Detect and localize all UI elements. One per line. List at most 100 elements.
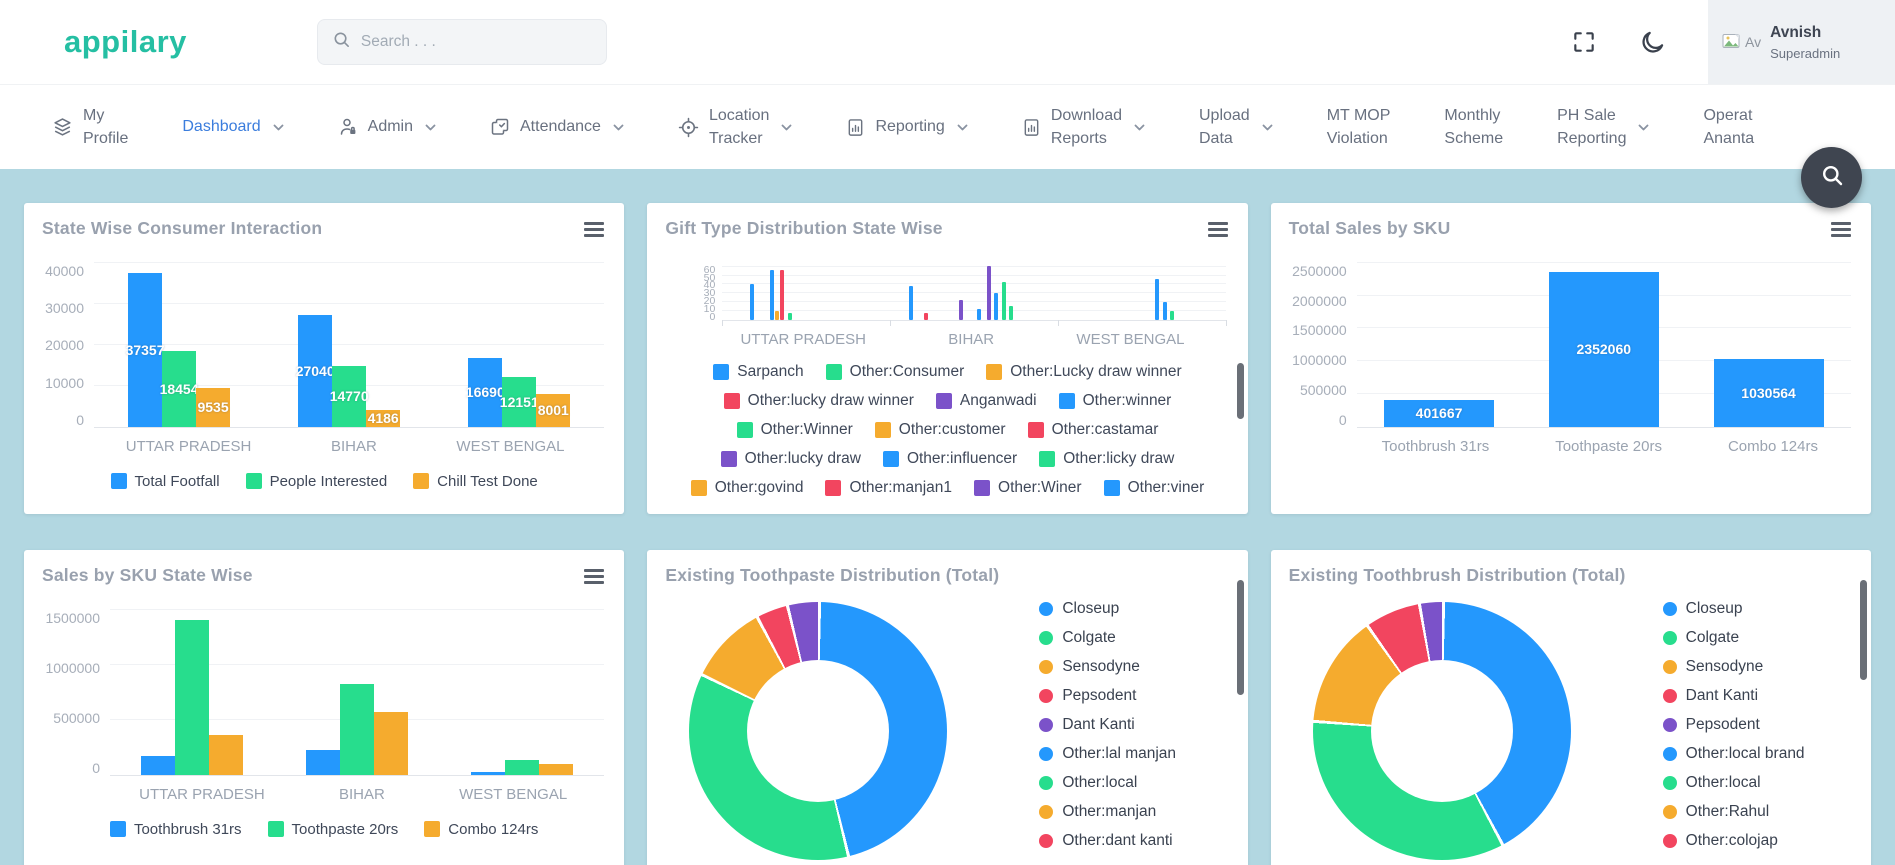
fullscreen-icon[interactable] bbox=[1571, 29, 1597, 55]
y-tick-label: 0 bbox=[76, 411, 84, 428]
nav-item-my-profile[interactable]: My Profile bbox=[52, 104, 128, 150]
legend-label: Other:influencer bbox=[906, 449, 1018, 467]
legend-item-other-local-brand[interactable]: Other:local brand bbox=[1662, 745, 1805, 763]
legend-swatch bbox=[882, 450, 899, 467]
legend-swatch bbox=[1662, 834, 1677, 848]
legend-item-toothpaste-20rs[interactable]: Toothpaste 20rs bbox=[267, 821, 398, 838]
legend-item-other-castamar[interactable]: Other:castamar bbox=[1027, 421, 1158, 439]
legend-item-colgate[interactable]: Colgate bbox=[1662, 629, 1805, 647]
nav-item-dashboard[interactable]: Dashboard bbox=[182, 115, 284, 138]
legend-label: Other:dant kanti bbox=[1062, 832, 1173, 849]
legend-label: Other:viner bbox=[1127, 478, 1205, 496]
legend-label: Closeup bbox=[1062, 600, 1120, 617]
nav-item-upload-data[interactable]: Upload Data bbox=[1199, 104, 1273, 150]
nav-item-reporting[interactable]: Reporting bbox=[846, 115, 968, 138]
legend-item-other-winner[interactable]: Other:winner bbox=[1058, 392, 1171, 410]
legend-row: Sarpanch Other:Consumer Other:Lucky draw w… bbox=[713, 362, 1182, 381]
crosshair-icon bbox=[678, 117, 699, 138]
bar-chill-test-done-bihar: 4186 bbox=[366, 409, 401, 427]
legend-item-other-manjan[interactable]: Other:manjan bbox=[1039, 803, 1176, 821]
legend-item-other-winer[interactable]: Other:Winer bbox=[974, 479, 1082, 497]
nav-item-admin[interactable]: Admin bbox=[338, 115, 436, 138]
floating-search-button[interactable] bbox=[1801, 147, 1862, 208]
legend-item-other-lucky-draw-winner[interactable]: Other:lucky draw winner bbox=[723, 392, 914, 410]
card-menu-icon[interactable] bbox=[582, 218, 606, 241]
legend-item-toothbrush-31rs[interactable]: Toothbrush 31rs bbox=[109, 821, 242, 838]
legend-item-other-customer[interactable]: Other:customer bbox=[874, 421, 1006, 439]
y-tick-label: 60 bbox=[703, 263, 716, 276]
nav-item-download-reports[interactable]: Download Reports bbox=[1022, 104, 1145, 150]
mini-bar bbox=[908, 285, 913, 320]
legend-item-other-manjan1[interactable]: Other:manjan1 bbox=[825, 479, 952, 497]
card-menu-icon[interactable] bbox=[1829, 218, 1853, 241]
legend-item-other-winner[interactable]: Other:Winner bbox=[736, 421, 853, 439]
card-menu-icon[interactable] bbox=[582, 565, 606, 588]
legend-swatch bbox=[109, 821, 126, 838]
axis-tick bbox=[890, 319, 892, 326]
legend-label: Pepsodent bbox=[1062, 687, 1137, 704]
legend-item-other-consumer[interactable]: Other:Consumer bbox=[825, 363, 964, 381]
gridline bbox=[110, 663, 605, 665]
nav-item-ph-sale-reporting[interactable]: PH Sale Reporting bbox=[1557, 104, 1649, 150]
legend-item-sensodyne[interactable]: Sensodyne bbox=[1039, 658, 1176, 676]
y-tick-label: 10 bbox=[703, 302, 716, 315]
legend-item-other-viner[interactable]: Other:viner bbox=[1103, 478, 1205, 497]
search-input[interactable] bbox=[360, 33, 592, 51]
legend-row: Other:lucky draw winner Anganwadi Other:wi… bbox=[723, 392, 1171, 410]
mini-bar bbox=[1162, 301, 1167, 320]
legend-item-dant-kanti[interactable]: Dant Kanti bbox=[1039, 716, 1176, 734]
legend-item-colgate[interactable]: Colgate bbox=[1039, 629, 1176, 647]
bar-total-footfall-bihar: 27040 bbox=[296, 314, 335, 427]
legend-item-other-licky-draw[interactable]: Other:licky draw bbox=[1039, 450, 1174, 468]
scrollbar-thumb[interactable] bbox=[1236, 580, 1244, 695]
legend-item-other-local[interactable]: Other:local bbox=[1039, 774, 1176, 792]
legend-item-dant-kanti[interactable]: Dant Kanti bbox=[1662, 687, 1805, 705]
nav-item-location-tracker[interactable]: Location Tracker bbox=[678, 104, 793, 150]
chart-legend: Toothbrush 31rs Toothpaste 20rs Combo 124r… bbox=[24, 803, 624, 838]
legend-item-closeup[interactable]: Closeup bbox=[1039, 600, 1176, 618]
chart-legend: Total Footfall People Interested Chill Tes… bbox=[24, 455, 624, 490]
legend-item-other-rahul[interactable]: Other:Rahul bbox=[1662, 803, 1805, 821]
nav-item-attendance[interactable]: Attendance bbox=[490, 115, 624, 138]
card-menu-icon[interactable] bbox=[1206, 218, 1230, 241]
legend-item-closeup[interactable]: Closeup bbox=[1662, 600, 1805, 618]
legend-item-sensodyne[interactable]: Sensodyne bbox=[1662, 658, 1805, 676]
nav-item-operat-ananta[interactable]: Operat Ananta bbox=[1703, 104, 1754, 150]
card-body: 40000 30000 20000 10000 0 37357 18454 9535 27040… bbox=[24, 241, 624, 490]
bar-value-label: 12151 bbox=[499, 393, 539, 410]
legend-item-other-lal-manjan[interactable]: Other:lal manjan bbox=[1039, 745, 1176, 763]
legend-item-pepsodent[interactable]: Pepsodent bbox=[1662, 716, 1805, 734]
legend-item-other-dant-kanti[interactable]: Other:dant kanti bbox=[1039, 832, 1176, 850]
legend-item-other-colojap[interactable]: Other:colojap bbox=[1662, 832, 1805, 850]
nav-item-monthly-scheme[interactable]: Monthly Scheme bbox=[1444, 104, 1503, 150]
scrollbar-thumb[interactable] bbox=[1859, 580, 1867, 680]
bar-group: 27040 14770 4186 bbox=[296, 314, 401, 427]
dark-mode-moon-icon[interactable] bbox=[1639, 29, 1666, 56]
legend-swatch bbox=[1662, 747, 1677, 761]
legend-label: Sarpanch bbox=[737, 362, 804, 380]
bar-combo-124rs-west-bengal bbox=[538, 763, 573, 775]
legend-item-anganwadi[interactable]: Anganwadi bbox=[935, 392, 1037, 410]
legend-item-other-influencer[interactable]: Other:influencer bbox=[882, 449, 1018, 468]
legend-item-chill-test-done[interactable]: Chill Test Done bbox=[413, 473, 538, 490]
legend-item-people-interested[interactable]: People Interested bbox=[245, 473, 387, 490]
chevron-down-icon bbox=[1134, 124, 1145, 131]
legend-item-other-govind[interactable]: Other:govind bbox=[690, 479, 803, 497]
legend-swatch bbox=[245, 473, 262, 490]
legend-item-combo-124rs[interactable]: Combo 124rs bbox=[424, 821, 538, 838]
nav-item-mt-mop-violation[interactable]: MT MOP Violation bbox=[1327, 104, 1391, 150]
legend-item-other-lucky-draw-winner[interactable]: Other:Lucky draw winner bbox=[986, 363, 1182, 381]
legend-item-other-local[interactable]: Other:local bbox=[1662, 774, 1805, 792]
legend-item-pepsodent[interactable]: Pepsodent bbox=[1039, 687, 1176, 705]
bar-group: 401667 bbox=[1384, 399, 1495, 427]
scrollbar-thumb[interactable] bbox=[1236, 363, 1244, 419]
legend-item-sarpanch[interactable]: Sarpanch bbox=[713, 362, 804, 381]
mini-bar bbox=[780, 269, 785, 320]
legend-item-total-footfall[interactable]: Total Footfall bbox=[110, 473, 220, 490]
mini-bar bbox=[994, 292, 999, 320]
card-header: Total Sales by SKU bbox=[1271, 203, 1871, 241]
gridline bbox=[94, 302, 605, 304]
search-box[interactable] bbox=[316, 19, 607, 65]
user-menu[interactable]: Av Avnish Superadmin bbox=[1708, 0, 1895, 84]
legend-item-other-lucky-draw[interactable]: Other:lucky draw bbox=[720, 450, 861, 468]
